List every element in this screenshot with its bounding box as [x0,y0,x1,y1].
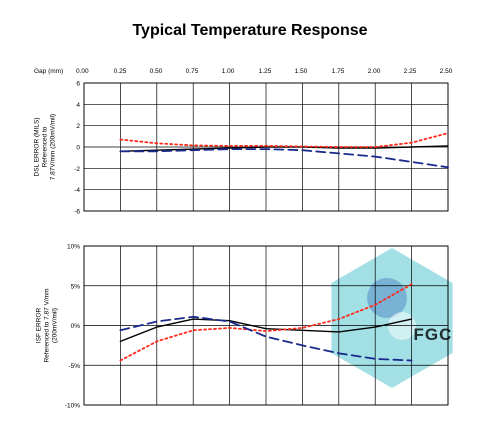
data-point [302,146,304,148]
x-tick-label: 0.75 [186,68,199,75]
data-point [192,316,194,318]
y-tick-label: 0% [71,323,81,330]
data-point [156,326,158,328]
data-point [192,145,194,147]
data-point [265,148,267,150]
data-point [229,327,231,329]
series-line-dashed [119,315,413,362]
data-point [411,161,413,163]
chart-panel-2: 10% 5% 0% -5% -10% ISF ERROR Referenced to 7.8… [36,244,449,410]
data-point [265,336,267,338]
data-point [338,352,340,354]
data-point [338,153,340,155]
data-point [338,146,340,148]
data-point [411,360,413,362]
data-point [338,318,340,320]
y-tick-label: -6 [74,209,80,216]
y-tick-label: 0 [76,145,80,152]
series-line-dotted [119,283,413,362]
data-point [411,146,413,148]
data-point [374,358,376,360]
y-tick-label: -10% [65,403,80,410]
y-tick-label: -4 [74,187,80,194]
data-point [192,149,194,151]
data-point [265,145,267,147]
y-tick-label: 2 [76,123,80,130]
data-point [374,304,376,306]
y-tick-label: 4 [76,102,80,109]
data-point [374,326,376,328]
y-tick-label: 6 [76,81,80,88]
data-point [192,329,194,331]
x-tick-label: 2.50 [440,68,453,75]
data-point [229,145,231,147]
data-point [447,132,449,134]
y-axis-label: ISF ERROR Referenced to 7.87 V/mm (200mV/m… [36,288,59,362]
y-tick-label: -2 [74,166,80,173]
data-point [411,283,413,285]
y-tick-label: 5% [71,283,81,290]
data-point [302,345,304,347]
x-tick-label: 2.25 [404,68,417,75]
y-axis-label-line: 7.87V/mm (200mV/mil) [50,114,57,180]
plot-frame [83,245,449,406]
series-line-dashed [119,148,449,169]
data-point [447,145,449,147]
data-point [338,331,340,333]
x-tick-label: 1.25 [259,68,272,75]
data-point [229,148,231,150]
x-tick-label: 0.00 [76,68,89,75]
chart-title: Typical Temperature Response [132,22,368,39]
data-point [120,360,122,362]
data-point [192,318,194,320]
data-point [156,150,158,152]
data-point [302,327,304,329]
x-tick-label: 1.00 [222,68,235,75]
x-tick-label: 1.50 [295,68,308,75]
data-point [229,321,231,323]
x-tick-label: 0.50 [150,68,163,75]
data-point [156,321,158,323]
series-line-solid [119,145,449,153]
data-point [374,156,376,158]
y-axis-label-line: DSL ERROR (MILS) [34,118,41,177]
x-tick-label: 2.00 [368,68,381,75]
x-tick-label: 1.75 [332,68,345,75]
data-point [302,329,304,331]
y-axis-label-line: Referenced to 7.87 V/mm [44,288,51,362]
data-point [265,328,267,330]
series-line-solid [119,318,413,343]
data-point [265,330,267,332]
chart-panel-1: 6 4 2 0 -2 -4 -6 Gap (mm) 0.00 0.25 0.50 0.75 1.00 1.… [34,68,453,216]
data-point [156,341,158,343]
data-point [302,149,304,151]
y-tick-label: -5% [68,363,80,370]
data-point [374,146,376,148]
y-axis-label-line: ISF ERROR [36,308,43,344]
data-point [411,318,413,320]
y-axis-label-line: Referenced to [42,126,49,167]
x-tick-label: 0.25 [114,68,127,75]
series-line-dotted [119,132,449,148]
y-axis-label: DSL ERROR (MILS) Referenced to 7.87V/mm (2… [34,114,57,180]
watermark-blob [367,278,407,318]
data-point [156,142,158,144]
data-point [447,166,449,168]
data-point [120,341,122,343]
data-point [120,329,122,331]
fgc-watermark-logo: FGC [331,248,453,388]
plot-frame [83,82,449,212]
x-axis-label: Gap (mm) [34,68,63,75]
watermark-text: FGC [414,325,453,344]
y-axis-label-line: (200mV/mil) [52,308,59,343]
y-tick-label: 10% [67,244,80,251]
data-point [120,150,122,152]
data-point [411,142,413,144]
data-point [120,139,122,141]
